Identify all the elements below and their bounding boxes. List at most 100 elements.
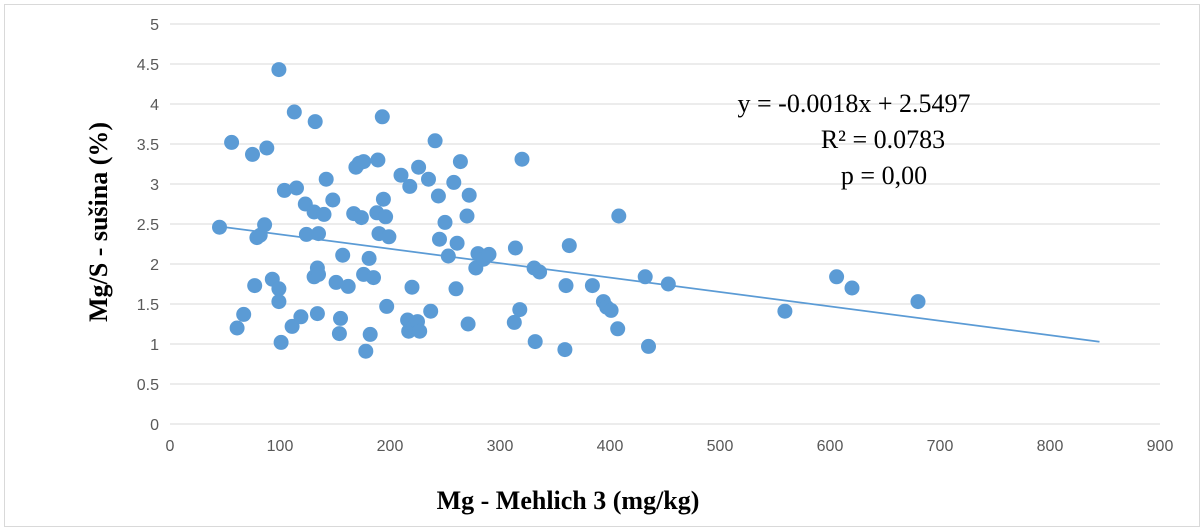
data-point: [844, 280, 860, 296]
data-point: [427, 133, 443, 149]
y-tick-label: 2.5: [137, 217, 159, 234]
data-points: [212, 62, 926, 359]
data-point: [361, 250, 377, 266]
x-tick-label: 200: [377, 438, 404, 455]
data-point: [311, 266, 326, 282]
data-point: [611, 208, 627, 224]
data-point: [328, 274, 344, 290]
x-tick-label: 300: [487, 438, 514, 455]
data-point: [307, 114, 323, 130]
data-point: [506, 314, 522, 330]
data-point: [452, 154, 468, 170]
data-point: [557, 342, 573, 358]
data-point: [404, 279, 420, 295]
data-point: [381, 229, 397, 245]
y-tick-label: 1.5: [137, 297, 159, 314]
data-point: [402, 178, 418, 194]
data-point: [446, 174, 462, 190]
data-point: [512, 302, 528, 318]
trendline-layer: [219, 225, 1100, 343]
data-point: [558, 278, 574, 294]
data-point: [378, 209, 394, 225]
data-point: [459, 208, 475, 224]
data-point: [257, 217, 273, 233]
data-point: [507, 240, 523, 256]
data-point: [247, 278, 263, 294]
data-point: [374, 109, 390, 125]
data-point: [603, 302, 619, 318]
y-tick-label: 3.5: [137, 137, 159, 154]
data-point: [440, 248, 456, 264]
data-point: [335, 247, 351, 263]
data-point: [362, 326, 378, 342]
data-point: [289, 180, 304, 196]
data-point: [430, 188, 446, 204]
data-point: [448, 281, 464, 297]
data-point: [829, 269, 845, 285]
data-point: [298, 226, 314, 242]
data-point: [461, 187, 477, 203]
data-point: [325, 192, 341, 208]
y-tick-label: 1: [150, 337, 159, 354]
equation-label: y = -0.0018x + 2.5497: [738, 89, 971, 118]
data-point: [271, 62, 287, 78]
data-point: [316, 206, 332, 222]
data-point: [393, 167, 409, 183]
y-tick-label: 5: [150, 17, 159, 34]
data-point: [293, 309, 309, 325]
data-point: [311, 226, 326, 242]
data-point: [660, 276, 676, 292]
y-tick-label: 0: [150, 417, 159, 434]
data-point: [423, 303, 439, 319]
data-point: [641, 338, 656, 354]
data-point: [358, 343, 374, 359]
x-tick-label: 900: [1147, 438, 1174, 455]
data-point: [353, 210, 369, 226]
x-tick-label: 700: [927, 438, 954, 455]
x-tick-label: 500: [707, 438, 734, 455]
data-point: [331, 326, 347, 342]
gridlines: [170, 23, 1160, 425]
data-point: [309, 306, 325, 322]
data-point: [910, 294, 926, 310]
data-point: [584, 278, 600, 294]
data-point: [224, 134, 240, 150]
data-point: [370, 152, 386, 168]
x-axis-title: Mg - Mehlich 3 (mg/kg): [437, 486, 700, 515]
data-point: [432, 231, 447, 247]
data-point: [276, 182, 292, 198]
data-point: [286, 104, 302, 120]
x-tick-label: 800: [1037, 438, 1064, 455]
data-point: [259, 140, 275, 156]
p-value-label: p = 0,00: [841, 161, 927, 190]
data-point: [412, 323, 428, 339]
data-point: [273, 334, 289, 350]
data-point: [366, 270, 381, 286]
data-point: [437, 214, 453, 230]
y-tick-label: 2: [150, 257, 159, 274]
y-axis-title: Mg/S - sušina (%): [84, 122, 113, 322]
data-point: [271, 281, 287, 297]
data-point: [356, 154, 372, 170]
data-point: [637, 269, 653, 285]
data-point: [229, 320, 245, 336]
data-point: [245, 146, 260, 162]
x-tick-label: 0: [166, 438, 175, 455]
data-point: [514, 151, 530, 167]
data-point: [421, 171, 436, 187]
y-tick-label: 3: [150, 177, 159, 194]
y-tick-label: 4.5: [137, 57, 159, 74]
y-tick-label: 0.5: [137, 377, 159, 394]
data-point: [340, 278, 356, 294]
data-point: [561, 238, 577, 254]
data-point: [271, 294, 287, 310]
data-point: [610, 321, 626, 337]
data-point: [318, 171, 334, 187]
x-tick-label: 600: [817, 438, 844, 455]
data-point: [333, 310, 348, 326]
y-tick-label: 4: [150, 97, 159, 114]
data-point: [212, 219, 227, 235]
chart-frame: [4, 4, 1200, 527]
r-squared-label: R² = 0.0783: [821, 125, 945, 154]
